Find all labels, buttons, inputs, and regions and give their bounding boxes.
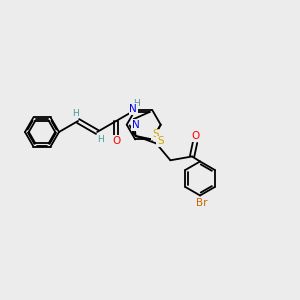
Text: H: H: [97, 136, 104, 145]
Text: S: S: [152, 129, 158, 140]
Text: N: N: [132, 120, 140, 130]
Text: O: O: [191, 131, 199, 142]
Text: Br: Br: [196, 199, 208, 208]
Text: H: H: [133, 98, 140, 107]
Text: O: O: [112, 136, 120, 146]
Text: S: S: [157, 136, 164, 146]
Text: N: N: [129, 104, 137, 114]
Text: H: H: [72, 109, 78, 118]
